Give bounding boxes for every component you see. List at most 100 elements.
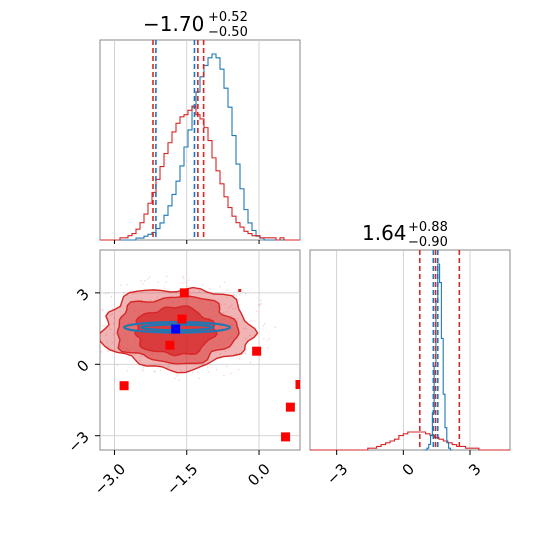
joint-sample-point bbox=[163, 287, 166, 289]
joint-sample-point bbox=[243, 327, 245, 330]
panel-hist-param2 bbox=[309, 249, 511, 451]
tick-label-x-param2: 3 bbox=[465, 460, 484, 479]
joint-sample-point bbox=[107, 350, 109, 352]
hist-param2-red bbox=[310, 431, 510, 451]
data-marks bbox=[80, 40, 510, 451]
joint-sample-point bbox=[157, 281, 160, 284]
joint-sample-point bbox=[120, 284, 122, 286]
joint-sample-point bbox=[165, 281, 167, 283]
joint-sample-point bbox=[245, 337, 247, 340]
title-param2-plus: +0.88 bbox=[408, 220, 448, 235]
joint-sample-point bbox=[113, 316, 116, 319]
joint-sample-point bbox=[198, 290, 201, 293]
joint-sample-point bbox=[230, 315, 233, 317]
joint-sample-point bbox=[174, 377, 176, 380]
joint-sample-point bbox=[223, 281, 226, 283]
joint-sample-point bbox=[267, 347, 269, 350]
joint-sample-point bbox=[230, 372, 232, 375]
joint-sample-point bbox=[223, 374, 225, 377]
joint-sample-point bbox=[252, 320, 254, 322]
joint-sample-point bbox=[148, 276, 151, 278]
joint-sample-point bbox=[111, 313, 114, 316]
joint-red-square-marker bbox=[295, 380, 300, 390]
joint-sample-point bbox=[238, 358, 241, 361]
joint-sample-point bbox=[85, 340, 87, 342]
joint-sample-point bbox=[122, 291, 125, 294]
joint-red-square-marker bbox=[177, 314, 187, 324]
joint-sample-point bbox=[140, 355, 143, 357]
joint-sample-point bbox=[219, 285, 221, 288]
joint-sample-point bbox=[87, 314, 89, 316]
joint-sample-point bbox=[224, 303, 226, 305]
joint-sample-point bbox=[110, 328, 112, 330]
joint-red-square-marker bbox=[119, 381, 129, 391]
joint-sample-point bbox=[198, 377, 200, 380]
joint-sample-point bbox=[258, 303, 260, 306]
joint-contours bbox=[80, 275, 300, 442]
joint-sample-point bbox=[249, 320, 252, 322]
joint-sample-point bbox=[274, 326, 277, 329]
joint-sample-point bbox=[187, 279, 190, 281]
joint-sample-point bbox=[244, 352, 246, 354]
joint-sample-point bbox=[143, 279, 146, 282]
joint-sample-point bbox=[238, 294, 241, 296]
joint-sample-point bbox=[226, 365, 228, 368]
tick-label-x-param1: −1.5 bbox=[163, 460, 201, 498]
joint-sample-point bbox=[93, 327, 95, 329]
tick-label-y-param2: 3 bbox=[73, 285, 92, 304]
joint-sample-point bbox=[191, 371, 194, 374]
joint-sample-point bbox=[234, 307, 237, 309]
joint-sample-point bbox=[156, 296, 159, 298]
title-param1-plus: +0.52 bbox=[208, 10, 248, 25]
joint-sample-point bbox=[258, 304, 261, 306]
joint-sample-point bbox=[159, 369, 162, 372]
title-param2-minus: −0.90 bbox=[408, 235, 448, 250]
joint-sample-point bbox=[237, 317, 239, 320]
joint-sample-point bbox=[232, 293, 235, 296]
joint-sample-point bbox=[207, 370, 210, 373]
joint-sample-point bbox=[224, 350, 227, 353]
joint-red-square-marker bbox=[179, 288, 189, 298]
joint-sample-point bbox=[88, 312, 90, 314]
joint-sample-point bbox=[107, 292, 110, 294]
joint-red-square-marker bbox=[165, 340, 175, 350]
joint-sample-point bbox=[102, 309, 104, 312]
joint-sample-point bbox=[260, 299, 262, 301]
joint-sample-point bbox=[80, 317, 82, 319]
joint-sample-point bbox=[244, 352, 247, 355]
joint-sample-point bbox=[182, 275, 184, 278]
joint-sample-point bbox=[110, 295, 113, 298]
joint-sample-point bbox=[262, 325, 265, 327]
joint-sample-point bbox=[126, 283, 128, 286]
joint-blue-square-marker bbox=[171, 324, 181, 334]
joint-sample-point bbox=[227, 307, 230, 309]
joint-sample-point bbox=[82, 314, 84, 316]
joint-sample-point bbox=[92, 309, 94, 311]
joint-sample-point bbox=[93, 345, 95, 347]
joint-sample-point bbox=[81, 343, 83, 345]
joint-sample-point bbox=[112, 323, 115, 325]
joint-sample-point bbox=[93, 355, 95, 357]
joint-sample-point bbox=[260, 303, 262, 305]
joint-sample-point bbox=[111, 341, 114, 344]
grid-lines bbox=[100, 40, 471, 450]
joint-sample-point bbox=[237, 368, 240, 371]
joint-sample-point bbox=[255, 310, 258, 313]
tick-label-y-param2: −3 bbox=[64, 428, 92, 456]
joint-sample-point bbox=[141, 368, 144, 371]
joint-sample-point bbox=[266, 339, 269, 342]
joint-sample-point bbox=[140, 299, 143, 301]
joint-sample-point bbox=[116, 364, 119, 367]
joint-sample-point bbox=[208, 288, 211, 290]
joint-sample-point bbox=[182, 277, 185, 280]
joint-sample-point bbox=[229, 305, 232, 308]
title-param1-median: −1.70 bbox=[143, 12, 204, 36]
tick-label-x-param1: 0.0 bbox=[244, 460, 274, 490]
joint-red-square-marker bbox=[281, 432, 291, 442]
joint-sample-point bbox=[105, 334, 107, 337]
hist-param1-blue bbox=[100, 53, 300, 241]
joint-sample-point bbox=[178, 379, 181, 381]
joint-sample-point bbox=[232, 308, 234, 310]
joint-sample-point bbox=[100, 351, 103, 353]
